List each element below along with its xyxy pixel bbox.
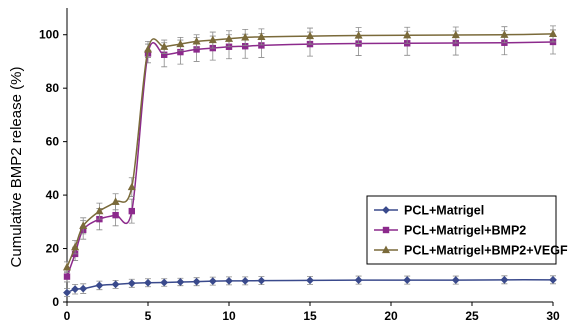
data-point xyxy=(128,207,136,215)
data-point xyxy=(71,242,80,251)
x-axis-ticks: 0 5 10 15 20 25 30 xyxy=(64,302,560,323)
legend-items: PCL+Matrigel PCL+Matrigel+BMP2 PCL+Matrige… xyxy=(374,204,568,258)
data-point xyxy=(225,276,233,285)
x-tick-label: 15 xyxy=(303,309,317,323)
data-point xyxy=(63,273,71,280)
legend-label: PCL+Matrigel xyxy=(404,204,484,218)
plot-area: 0 5 10 15 20 25 30 0 20 40 60 80 100 xyxy=(39,8,560,323)
data-point xyxy=(241,32,250,41)
legend-box xyxy=(366,195,557,265)
data-point xyxy=(79,284,88,293)
data-point xyxy=(306,276,314,285)
legend-item: PCL+Matrigel xyxy=(374,204,484,218)
data-point xyxy=(451,30,460,39)
data-point xyxy=(71,285,80,294)
series-line xyxy=(66,33,554,268)
data-point xyxy=(208,277,217,286)
data-point xyxy=(241,276,250,285)
data-point xyxy=(127,279,136,288)
data-point xyxy=(548,29,558,38)
data-point xyxy=(143,44,153,53)
data-point xyxy=(257,276,266,285)
data-point xyxy=(257,32,266,40)
legend-marker xyxy=(382,226,390,234)
y-tick-label: 20 xyxy=(46,242,60,256)
data-point xyxy=(62,262,72,271)
data-point xyxy=(451,276,460,284)
x-tick-label: 0 xyxy=(64,309,71,323)
data-point xyxy=(192,277,201,286)
legend-marker xyxy=(382,206,390,214)
x-tick-label: 10 xyxy=(222,309,236,323)
y-tick-label: 40 xyxy=(46,188,60,202)
legend-label: PCL+Matrigel+BMP2 xyxy=(404,224,526,238)
data-point xyxy=(79,221,88,229)
y-tick-label: 100 xyxy=(39,28,59,42)
data-point xyxy=(403,30,412,39)
data-point xyxy=(354,276,363,284)
data-point xyxy=(112,211,119,219)
data-point xyxy=(549,275,557,284)
data-point xyxy=(95,206,104,215)
data-point xyxy=(95,281,104,290)
legend-marker xyxy=(381,245,391,254)
legend-label: PCL+Matrigel+BMP2+VEGF xyxy=(404,244,568,258)
data-point xyxy=(160,42,169,50)
data-point xyxy=(224,34,234,42)
series-1 xyxy=(63,275,557,298)
data-point xyxy=(144,278,152,287)
data-point xyxy=(403,276,412,284)
data-point xyxy=(500,275,509,284)
data-point xyxy=(63,288,71,297)
legend-item: PCL+Matrigel+BMP2 xyxy=(374,224,526,238)
data-point xyxy=(160,278,169,287)
y-tick-label: 60 xyxy=(46,135,60,149)
x-tick-label: 20 xyxy=(384,309,398,323)
data-point xyxy=(127,182,136,191)
data-point xyxy=(176,39,185,48)
legend: PCL+Matrigel PCL+Matrigel+BMP2 PCL+Matrige… xyxy=(366,195,568,265)
data-point xyxy=(192,36,201,45)
data-point xyxy=(111,197,120,205)
x-tick-label: 25 xyxy=(465,309,479,323)
y-axis-title: Cumulative BMP2 release (%) xyxy=(8,67,25,268)
data-point xyxy=(305,31,315,40)
data-point xyxy=(208,35,217,44)
x-tick-label: 30 xyxy=(546,309,560,323)
x-tick-label: 5 xyxy=(145,309,152,323)
data-point xyxy=(111,280,120,289)
data-point xyxy=(500,30,509,38)
legend-item: PCL+Matrigel+BMP2+VEGF xyxy=(374,244,568,258)
y-axis-ticks: 0 20 40 60 80 100 xyxy=(39,28,67,309)
y-tick-label: 0 xyxy=(52,295,59,309)
data-point xyxy=(176,278,185,286)
data-point xyxy=(354,31,363,39)
y-tick-label: 80 xyxy=(46,81,60,95)
series-layer xyxy=(62,25,558,298)
series-3 xyxy=(62,25,558,273)
